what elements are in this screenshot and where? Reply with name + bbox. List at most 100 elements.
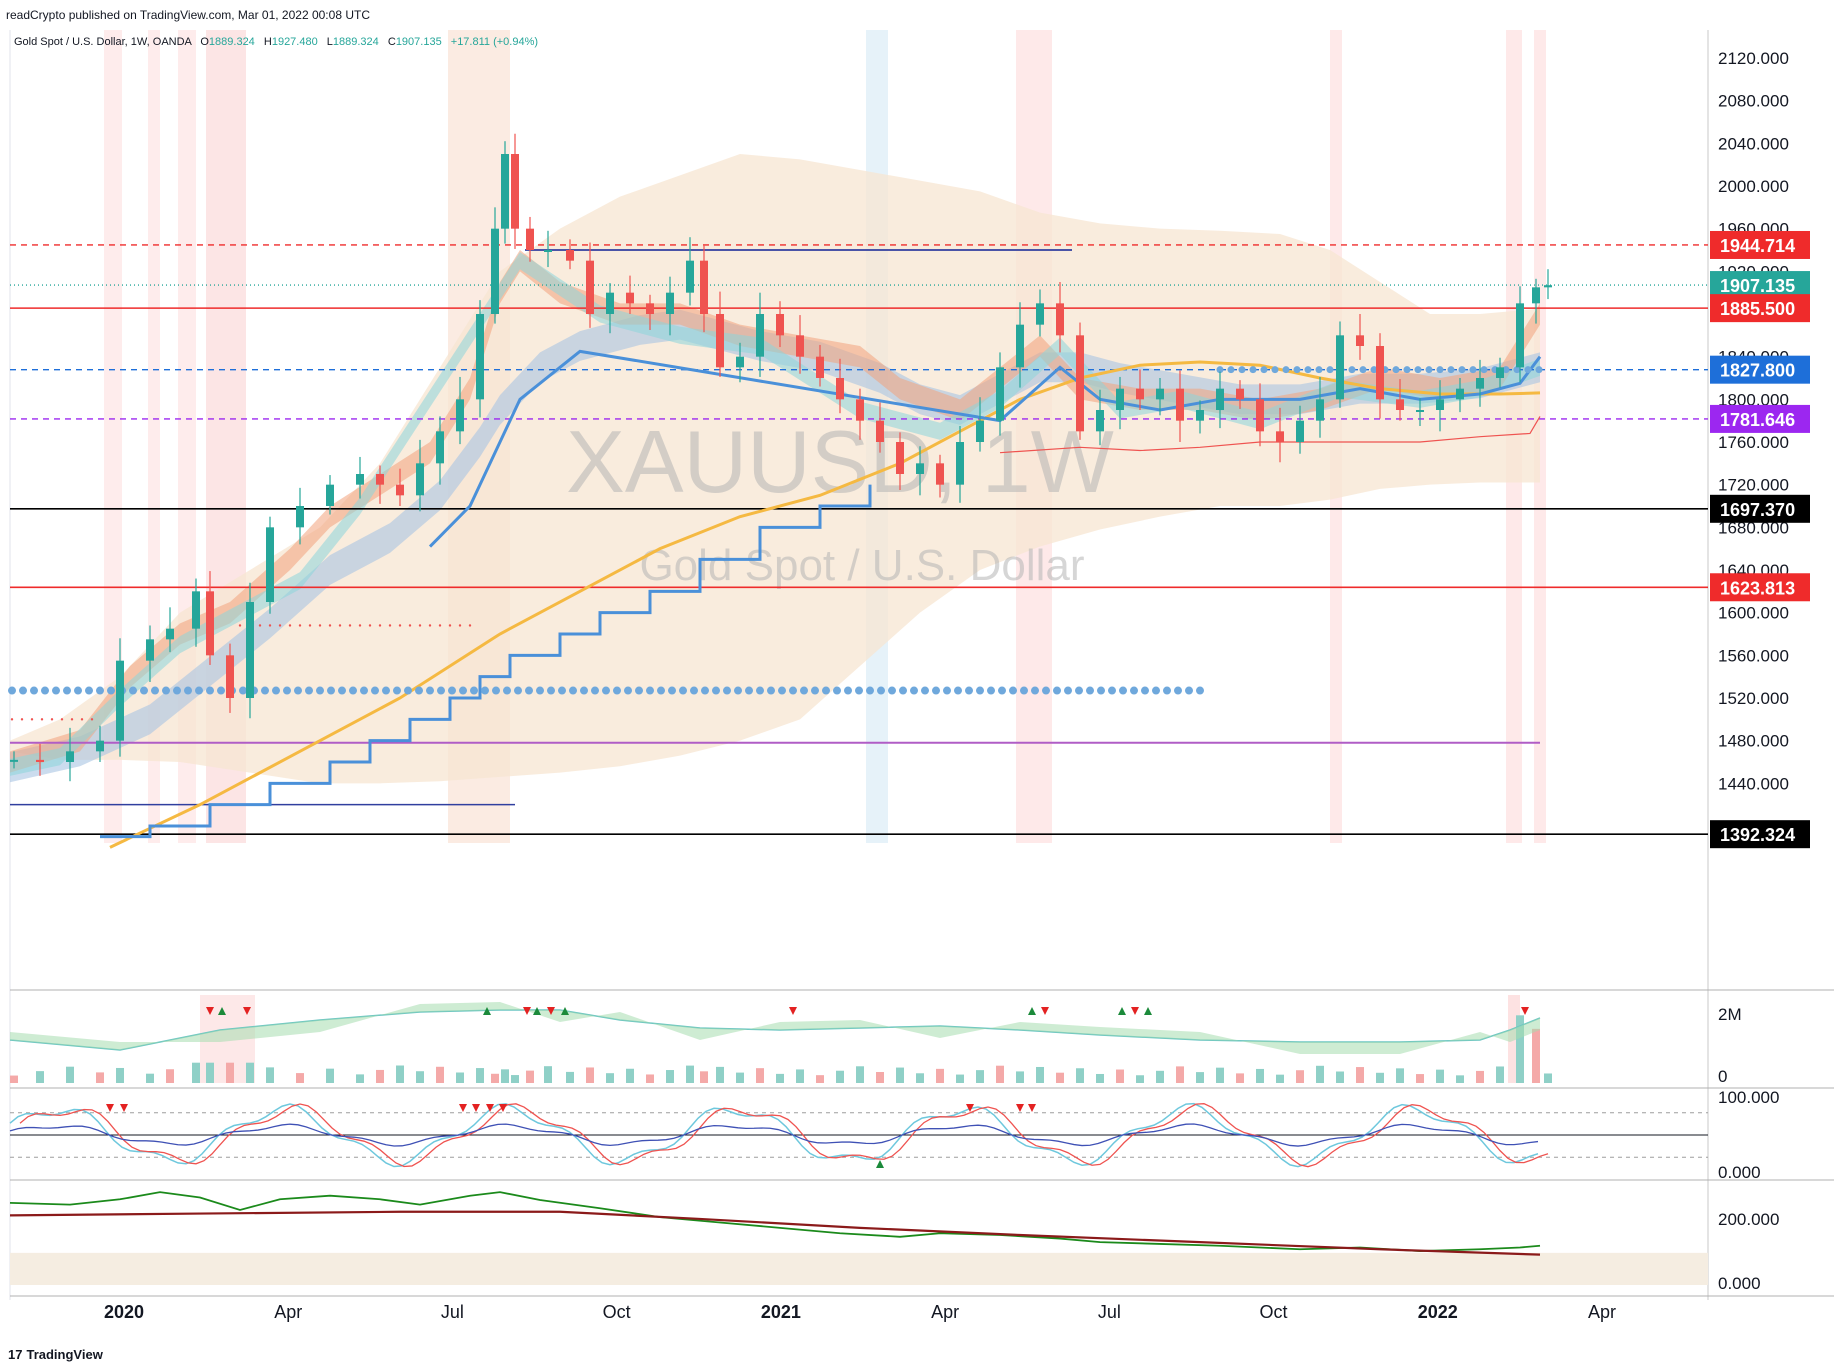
support-dot: [547, 686, 555, 695]
red-dot: [368, 624, 372, 627]
support-dot: [316, 686, 324, 695]
volume-bar: [544, 1066, 552, 1083]
price-tick: 2120.000: [1718, 49, 1789, 68]
price-tick: 1440.000: [1718, 774, 1789, 793]
red-dot: [20, 718, 24, 721]
time-tick: 2021: [761, 1302, 801, 1322]
price-tick: 1480.000: [1718, 732, 1789, 751]
down-signal-icon: [120, 1104, 128, 1112]
support-dot: [1282, 366, 1290, 374]
volume-bar: [836, 1070, 844, 1083]
support-dot: [734, 686, 742, 695]
candle-body: [1416, 410, 1424, 412]
candle-body: [376, 474, 384, 485]
volume-bar: [736, 1072, 744, 1083]
support-dot: [635, 686, 643, 695]
volume-bar: [1296, 1070, 1304, 1083]
support-dot: [1130, 686, 1138, 695]
support-dot: [492, 686, 500, 695]
candle-body: [1316, 399, 1324, 421]
watermark-ticker: XAUUSD, 1W: [566, 412, 1114, 511]
down-signal-icon: [1016, 1104, 1024, 1112]
dotted-red-lines: [10, 624, 472, 721]
candle-body: [491, 228, 499, 314]
time-axis[interactable]: 2020 Apr Jul Oct 2021 Apr Jul Oct 2022 Apr: [104, 1302, 1616, 1322]
oscillator-tick: 100.000: [1718, 1088, 1779, 1107]
volume-pane[interactable]: 2M 0: [9, 995, 1742, 1086]
red-dot: [408, 624, 412, 627]
momentum-pane[interactable]: 200.000 0.000: [9, 1191, 1779, 1293]
support-dot: [1403, 366, 1411, 374]
volume-bar: [1532, 1028, 1540, 1083]
oscillator-tick: 0.000: [1718, 1163, 1761, 1182]
candle-body: [1296, 420, 1304, 442]
support-dot: [800, 686, 808, 695]
momentum-tick: 0.000: [1718, 1274, 1761, 1293]
candle-body: [836, 378, 844, 400]
support-dot: [107, 686, 115, 695]
candle-body: [776, 314, 784, 336]
candle-body: [700, 260, 708, 314]
price-badge: [1710, 230, 1810, 259]
volume-bar: [1136, 1075, 1144, 1083]
price-axis[interactable]: 2120.0002080.0002040.0002000.0001960.000…: [1718, 49, 1789, 836]
support-dot: [1238, 366, 1246, 374]
candle-body: [666, 292, 674, 314]
support-dot: [459, 686, 467, 695]
support-dot: [943, 686, 951, 695]
volume-bar: [66, 1066, 74, 1083]
legend-symbol: Gold Spot / U.S. Dollar, 1W, OANDA: [14, 36, 193, 48]
volume-bar: [856, 1066, 864, 1083]
up-signal-icon: [1144, 1007, 1152, 1015]
momentum-zone: [10, 1252, 1708, 1285]
volume-bar: [1096, 1073, 1104, 1083]
candle-body: [356, 474, 364, 485]
volume-bar: [1316, 1065, 1324, 1083]
support-dot: [63, 686, 71, 695]
support-dot: [382, 686, 390, 695]
legend-high-label: H: [264, 36, 272, 48]
volume-bar: [1116, 1069, 1124, 1083]
support-dot: [954, 686, 962, 695]
support-dot: [448, 686, 456, 695]
support-dot: [1097, 686, 1105, 695]
support-dot: [1535, 366, 1543, 374]
support-dot: [217, 686, 225, 695]
support-dot: [536, 686, 544, 695]
price-tick: 2040.000: [1718, 134, 1789, 153]
support-dot: [987, 686, 995, 695]
red-dot: [60, 718, 64, 721]
volume-bar: [396, 1065, 404, 1083]
support-dot: [932, 686, 940, 695]
support-dot: [1086, 686, 1094, 695]
support-dot: [998, 686, 1006, 695]
candle-body: [246, 602, 254, 698]
red-dot: [268, 624, 272, 627]
time-tick: Jul: [1098, 1302, 1121, 1322]
support-dot: [1174, 686, 1182, 695]
price-tick: 2000.000: [1718, 177, 1789, 196]
volume-bar: [756, 1068, 764, 1083]
volume-bar: [511, 1075, 519, 1083]
support-dot: [1042, 686, 1050, 695]
support-dot: [19, 686, 27, 695]
tradingview-logo[interactable]: 17 TradingView: [8, 1347, 103, 1362]
support-dot: [1064, 686, 1072, 695]
support-dot: [360, 686, 368, 695]
volume-bar: [266, 1067, 274, 1083]
volume-bar: [1456, 1075, 1464, 1083]
support-dot: [1359, 366, 1367, 374]
oscillator-pane[interactable]: 100.000 0.000: [9, 1088, 1779, 1182]
support-dot: [1053, 686, 1061, 695]
price-badge-label: 1623.813: [1720, 578, 1795, 598]
oscillator-slow: [19, 1103, 1549, 1168]
support-dot: [822, 686, 830, 695]
red-dot: [458, 624, 462, 627]
support-dot: [1513, 366, 1521, 374]
down-signal-icon: [499, 1104, 507, 1112]
support-dot: [1436, 366, 1444, 374]
support-dot: [602, 686, 610, 695]
pane-frames: [9, 30, 1834, 1300]
